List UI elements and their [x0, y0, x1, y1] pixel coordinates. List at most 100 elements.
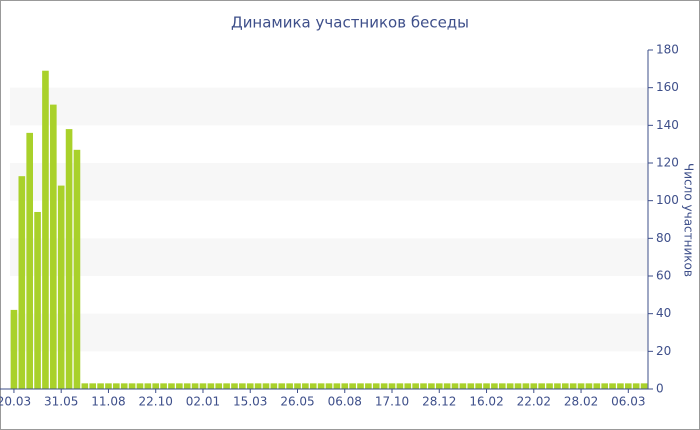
x-tick-label: 28.12: [422, 395, 456, 409]
bar: [538, 383, 545, 389]
bar: [396, 383, 404, 389]
bar: [451, 383, 459, 389]
bar: [467, 383, 475, 389]
y-tick-label: 160: [656, 80, 679, 94]
x-tick-label: 28.02: [564, 395, 598, 409]
x-tick-label: 22.02: [517, 395, 551, 409]
bar: [207, 383, 215, 389]
bar: [325, 383, 333, 389]
x-tick-label: 17.10: [375, 395, 409, 409]
y-tick-label: 40: [656, 306, 671, 320]
x-tick-label: 06.03: [611, 395, 645, 409]
bar: [617, 383, 624, 389]
bar: [105, 383, 112, 389]
bar: [302, 383, 309, 389]
bar: [640, 383, 648, 389]
bar: [491, 383, 498, 389]
bar: [349, 383, 356, 389]
x-tick-label: 31.05: [44, 395, 78, 409]
bar: [120, 383, 128, 389]
bar: [388, 383, 396, 389]
bar: [183, 383, 191, 389]
bar: [554, 383, 561, 389]
bar: [144, 383, 152, 389]
x-tick-label: 15.03: [233, 395, 267, 409]
y-axis-label: Число участников: [682, 163, 696, 277]
bar: [522, 383, 530, 389]
bar: [278, 383, 286, 389]
bar: [26, 132, 33, 389]
bar: [506, 383, 514, 389]
bar: [231, 383, 238, 389]
bar: [412, 383, 419, 389]
bar: [625, 383, 632, 389]
bar: [42, 70, 49, 389]
bar: [372, 383, 380, 389]
bar: [246, 383, 254, 389]
bar: [530, 383, 538, 389]
bar: [176, 383, 183, 389]
grid-band: [10, 238, 648, 276]
bar: [81, 383, 89, 389]
bar: [160, 383, 167, 389]
bar: [18, 176, 26, 389]
bar: [50, 104, 57, 389]
bar: [333, 383, 341, 389]
chart-title: Динамика участников беседы: [231, 14, 469, 32]
bar: [585, 383, 593, 389]
bar: [199, 383, 207, 389]
bar: [577, 383, 585, 389]
y-tick-label: 80: [656, 231, 671, 245]
y-tick-label: 100: [656, 193, 679, 207]
bar: [546, 383, 553, 389]
bar: [404, 383, 412, 389]
bar: [483, 383, 490, 389]
bar: [191, 383, 199, 389]
bar: [341, 383, 349, 389]
bar: [365, 383, 372, 389]
bar: [357, 383, 364, 389]
x-tick-label: 06.08: [328, 395, 362, 409]
grid-band: [10, 87, 648, 126]
bar: [632, 383, 640, 389]
y-tick-label: 180: [656, 43, 679, 57]
bar: [89, 383, 97, 389]
grid-band: [10, 313, 648, 352]
bar: [309, 383, 317, 389]
bar: [294, 383, 301, 389]
y-tick-label: 20: [656, 344, 671, 358]
x-tick-label: 02.01: [186, 395, 220, 409]
y-tick-label: 60: [656, 269, 671, 283]
bar: [609, 383, 616, 389]
bar: [254, 383, 262, 389]
bar: [10, 309, 18, 389]
bar: [498, 383, 506, 389]
bar: [561, 383, 569, 389]
bar: [443, 383, 451, 389]
bar: [262, 383, 270, 389]
bar: [317, 383, 325, 389]
x-tick-label: 22.10: [139, 395, 173, 409]
x-tick-label: 16.02: [469, 395, 503, 409]
bar: [65, 129, 73, 389]
bar: [168, 383, 175, 389]
x-tick-label: 26.05: [280, 395, 314, 409]
bar: [57, 185, 65, 389]
bar: [152, 383, 160, 389]
bar: [286, 383, 293, 389]
bar: [270, 383, 278, 389]
y-tick-label: 0: [656, 382, 664, 396]
bar: [128, 383, 136, 389]
bar: [97, 383, 104, 389]
x-tick-label: 20.03: [0, 395, 31, 409]
y-tick-label: 140: [656, 118, 679, 132]
bar: [223, 383, 230, 389]
bar: [435, 383, 443, 389]
bar: [136, 383, 144, 389]
bar: [459, 383, 467, 389]
bar: [380, 383, 388, 389]
bar: [569, 383, 577, 389]
bar: [73, 149, 81, 389]
